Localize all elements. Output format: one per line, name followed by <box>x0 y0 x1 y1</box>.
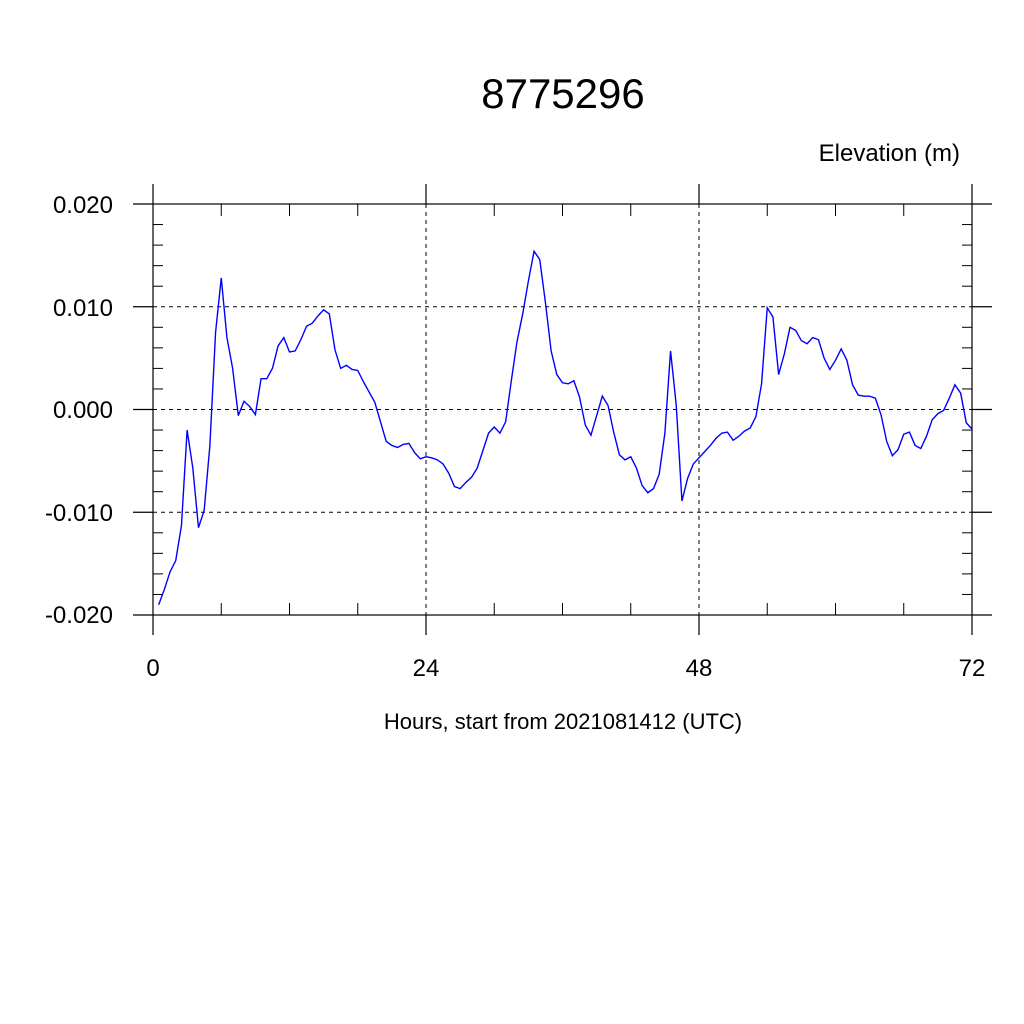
elevation-series-line <box>158 249 973 605</box>
y-axis-unit-label: Elevation (m) <box>819 140 960 167</box>
y-tick-label-0.020: 0.020 <box>53 192 113 219</box>
y-tick-label-0.010: 0.010 <box>53 295 113 322</box>
x-tick-label-24: 24 <box>413 655 440 682</box>
y-tick-label-0.000: 0.000 <box>53 397 113 424</box>
minor-ticks <box>153 204 972 615</box>
y-tick-label-minus-0.020: -0.020 <box>45 602 113 629</box>
x-tick-label-72: 72 <box>959 655 986 682</box>
y-tick-label-minus-0.010: -0.010 <box>45 500 113 527</box>
grid-lines <box>153 203 972 616</box>
x-tick-label-0: 0 <box>146 655 159 682</box>
x-axis-label: Hours, start from 2021081412 (UTC) <box>384 709 742 734</box>
x-tick-label-48: 48 <box>686 655 713 682</box>
chart-title: 8775296 <box>481 70 645 117</box>
x-tick-labels: 0 24 48 72 <box>146 655 985 682</box>
major-ticks <box>133 184 992 635</box>
plot-frame <box>152 203 973 616</box>
y-tick-labels: 0.020 0.010 0.000 -0.010 -0.020 <box>45 192 113 629</box>
